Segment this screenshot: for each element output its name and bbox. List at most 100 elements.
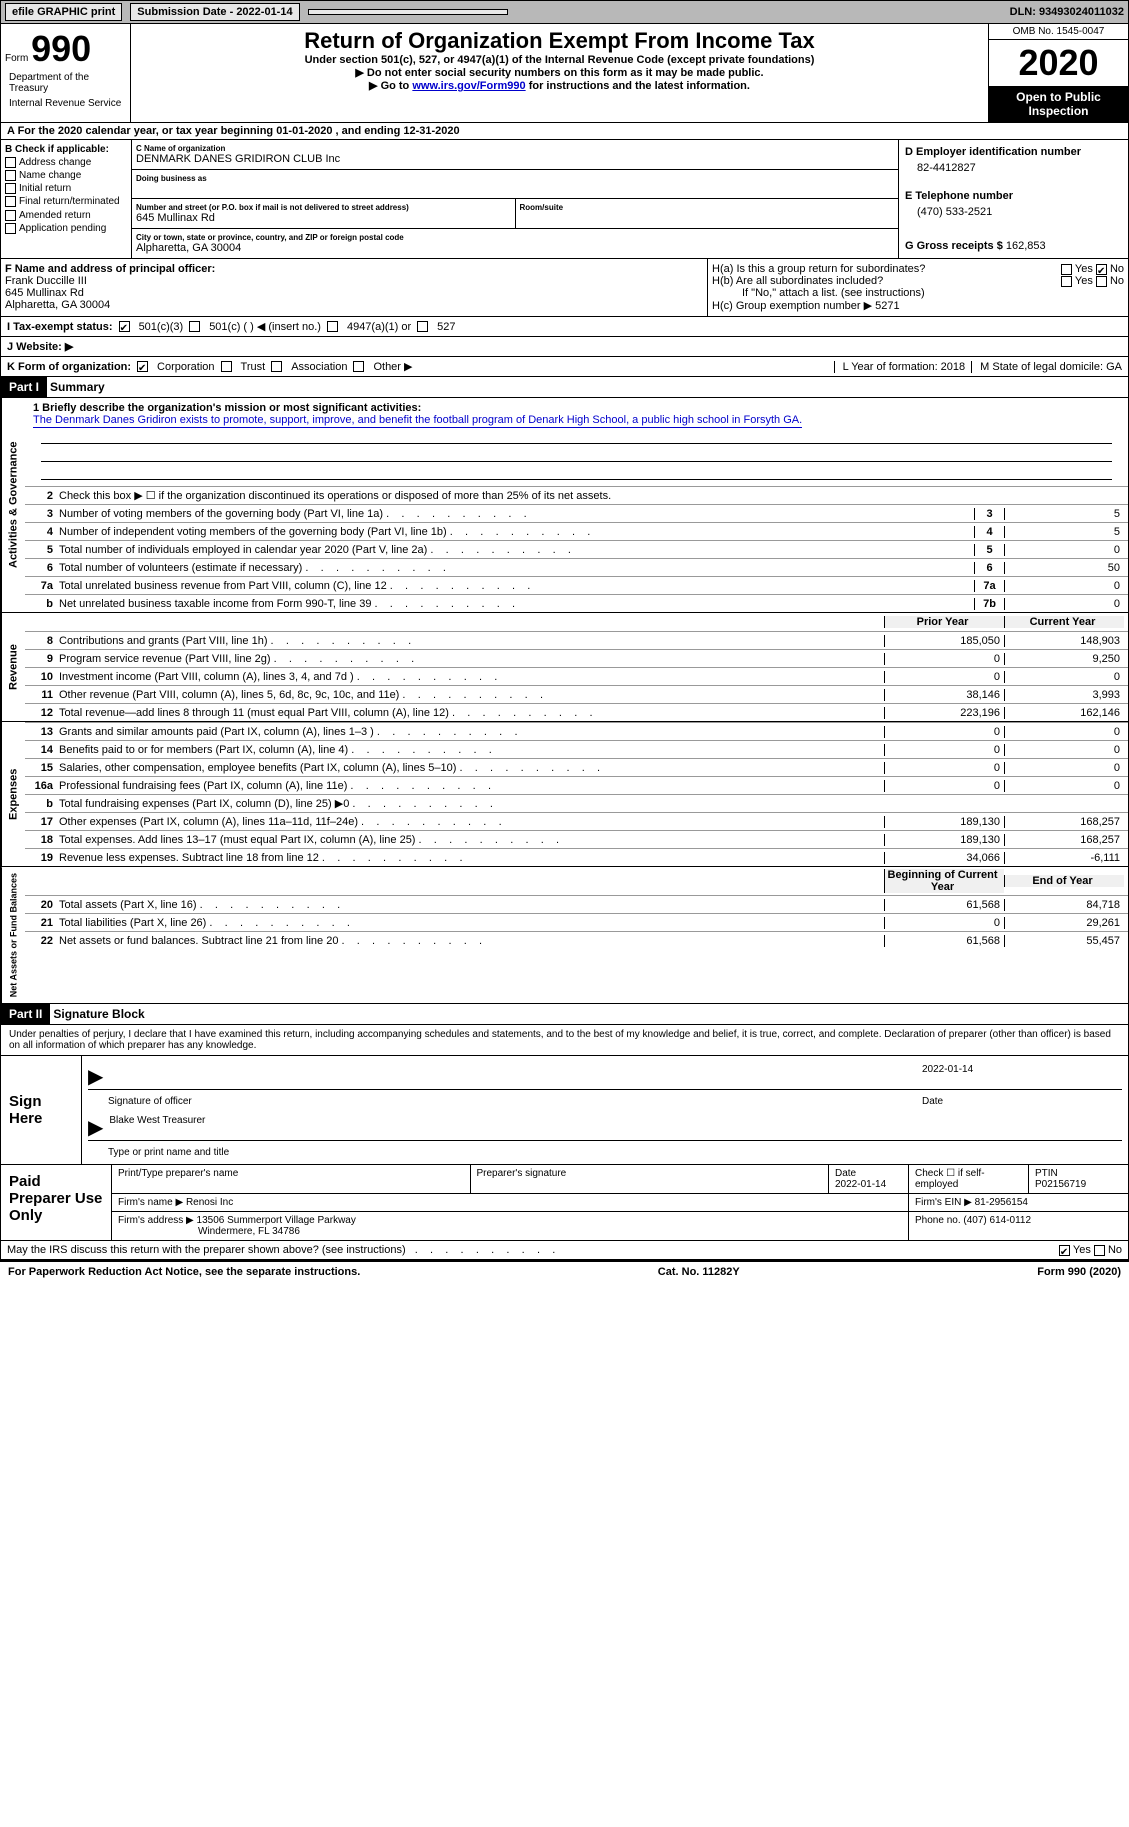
yes-label-3: Yes [1073, 1244, 1091, 1256]
box-b-option: Application pending [5, 223, 127, 234]
col-begin: Beginning of Current Year [884, 869, 1004, 893]
opt-assoc: Association [291, 361, 347, 373]
discuss-yes-checkbox[interactable] [1059, 1245, 1070, 1256]
submission-date: Submission Date - 2022-01-14 [130, 3, 299, 21]
box-b-checkbox-1[interactable] [5, 170, 16, 181]
col-end: End of Year [1004, 875, 1124, 887]
ein-label: D Employer identification number [905, 146, 1122, 158]
501c3-checkbox[interactable] [119, 321, 130, 332]
box-b: B Check if applicable: Address changeNam… [1, 140, 131, 258]
summary-line: 11Other revenue (Part VIII, column (A), … [25, 685, 1128, 703]
4947-checkbox[interactable] [327, 321, 338, 332]
firm-addr-label: Firm's address ▶ [118, 1215, 194, 1226]
opt-trust: Trust [241, 361, 266, 373]
blank-line [41, 428, 1112, 444]
line-2-text: Check this box ▶ ☐ if the organization d… [59, 489, 1124, 502]
summary-line: 16aProfessional fundraising fees (Part I… [25, 776, 1128, 794]
org-form-label: K Form of organization: [7, 361, 131, 373]
opt-527: 527 [437, 321, 455, 333]
summary-line: 22Net assets or fund balances. Subtract … [25, 931, 1128, 949]
tab-revenue: Revenue [1, 613, 25, 721]
yes-label: Yes [1075, 263, 1093, 275]
footer-form: Form 990 (2020) [1037, 1266, 1121, 1278]
footer-paperwork: For Paperwork Reduction Act Notice, see … [8, 1266, 360, 1278]
form990-link[interactable]: www.irs.gov/Form990 [412, 80, 525, 92]
dba-label: Doing business as [136, 174, 894, 183]
box-b-option: Address change [5, 157, 127, 168]
box-b-checkbox-4[interactable] [5, 210, 16, 221]
officer-name: Frank Duccille III [5, 275, 703, 287]
blank-line [41, 446, 1112, 462]
part-2-tag: Part II [1, 1004, 50, 1024]
summary-revenue: Revenue Prior Year Current Year 8Contrib… [0, 613, 1129, 722]
officer-city: Alpharetta, GA 30004 [5, 299, 703, 311]
no-label: No [1110, 263, 1124, 275]
tab-governance: Activities & Governance [1, 398, 25, 612]
search-input[interactable] [308, 9, 508, 15]
dept-irs: Internal Revenue Service [5, 96, 126, 111]
box-b-option: Initial return [5, 183, 127, 194]
row-j-website: J Website: ▶ [0, 337, 1129, 357]
box-b-checkbox-0[interactable] [5, 157, 16, 168]
hb-yes-checkbox[interactable] [1061, 276, 1072, 287]
sub3-post: for instructions and the latest informat… [526, 80, 750, 92]
discuss-no-checkbox[interactable] [1094, 1245, 1105, 1256]
summary-line: 9Program service revenue (Part VIII, lin… [25, 649, 1128, 667]
gross-receipts-label: G Gross receipts $ [905, 240, 1003, 252]
sig-officer-label: Signature of officer [88, 1096, 922, 1107]
prep-self-employed: Check ☐ if self-employed [908, 1165, 1028, 1194]
summary-line: 6Total number of volunteers (estimate if… [25, 558, 1128, 576]
firm-phone-label: Phone no. [915, 1215, 961, 1226]
summary-line: 8Contributions and grants (Part VIII, li… [25, 631, 1128, 649]
box-b-checkbox-2[interactable] [5, 183, 16, 194]
efile-button[interactable]: efile GRAPHIC print [5, 3, 122, 21]
ein-value: 82-4412827 [905, 158, 1122, 178]
ha-yes-checkbox[interactable] [1061, 264, 1072, 275]
tel-value: (470) 533-2521 [905, 202, 1122, 222]
trust-checkbox[interactable] [221, 361, 232, 372]
street-value: 645 Mullinax Rd [136, 212, 511, 224]
box-b-checkbox-3[interactable] [5, 196, 16, 207]
hb-no-checkbox[interactable] [1096, 276, 1107, 287]
summary-line: 21Total liabilities (Part X, line 26)029… [25, 913, 1128, 931]
omb-number: OMB No. 1545-0047 [989, 24, 1128, 40]
state-domicile: M State of legal domicile: GA [971, 361, 1122, 373]
firm-phone-value: (407) 614-0112 [963, 1215, 1031, 1226]
officer-label: F Name and address of principal officer: [5, 263, 703, 275]
row-a-period: A For the 2020 calendar year, or tax yea… [0, 123, 1129, 140]
assoc-checkbox[interactable] [271, 361, 282, 372]
part-1-title: Summary [47, 377, 108, 397]
other-checkbox[interactable] [353, 361, 364, 372]
city-value: Alpharetta, GA 30004 [136, 242, 894, 254]
527-checkbox[interactable] [417, 321, 428, 332]
blank-line [41, 464, 1112, 480]
box-c: C Name of organization DENMARK DANES GRI… [131, 140, 898, 258]
form-subtitle-1: Under section 501(c), 527, or 4947(a)(1)… [139, 54, 980, 66]
501c-checkbox[interactable] [189, 321, 200, 332]
discuss-row: May the IRS discuss this return with the… [0, 1241, 1129, 1260]
col-current: Current Year [1004, 616, 1124, 628]
summary-line: 17Other expenses (Part IX, column (A), l… [25, 812, 1128, 830]
section-b-c-d: B Check if applicable: Address changeNam… [0, 140, 1129, 259]
paid-preparer-label: Paid Preparer Use Only [1, 1165, 111, 1240]
form-header: Form 990 Department of the Treasury Inte… [0, 24, 1129, 123]
corp-checkbox[interactable] [137, 361, 148, 372]
row-i-tax-status: I Tax-exempt status: 501(c)(3) 501(c) ( … [0, 317, 1129, 337]
city-label: City or town, state or province, country… [136, 233, 894, 242]
room-label: Room/suite [520, 203, 895, 212]
no-label-2: No [1110, 275, 1124, 287]
h-a-label: H(a) Is this a group return for subordin… [712, 263, 925, 275]
box-b-checkbox-5[interactable] [5, 223, 16, 234]
summary-line: 13Grants and similar amounts paid (Part … [25, 722, 1128, 740]
ha-no-checkbox[interactable] [1096, 264, 1107, 275]
opt-4947: 4947(a)(1) or [347, 321, 411, 333]
footer-catno: Cat. No. 11282Y [658, 1266, 740, 1278]
tab-expenses: Expenses [1, 722, 25, 866]
summary-line: 3Number of voting members of the governi… [25, 504, 1128, 522]
box-h: H(a) Is this a group return for subordin… [708, 259, 1128, 316]
form-number: 990 [31, 28, 91, 69]
summary-line: 15Salaries, other compensation, employee… [25, 758, 1128, 776]
firm-name-value: Renosi Inc [186, 1197, 233, 1208]
box-d-e-g: D Employer identification number 82-4412… [898, 140, 1128, 258]
signature-block: Under penalties of perjury, I declare th… [0, 1025, 1129, 1165]
